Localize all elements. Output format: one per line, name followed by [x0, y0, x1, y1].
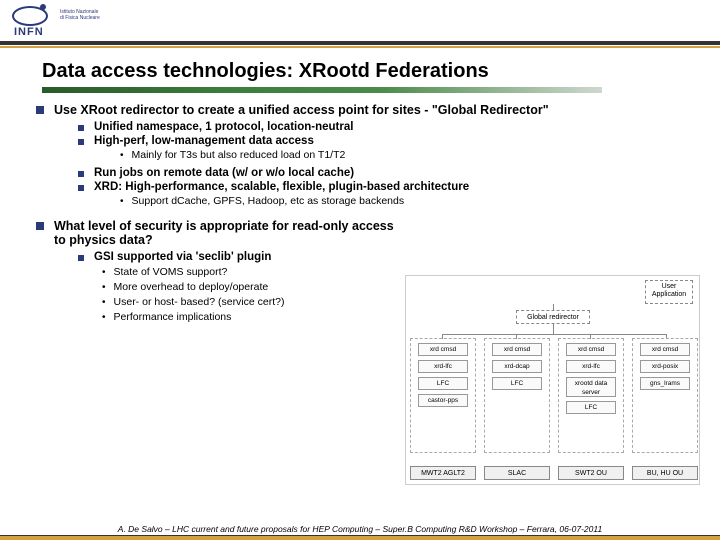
- square-bullet-icon: [36, 106, 44, 114]
- diagram-site-column: xrd cmsd xrd-posix gns_lrams: [632, 338, 698, 453]
- diagram-region-label: BU, HU OU: [632, 466, 698, 480]
- dot-bullet-icon: •: [102, 311, 106, 325]
- diagram-site-box: gns_lrams: [640, 377, 690, 390]
- diagram-site-box: castor-pps: [418, 394, 468, 407]
- dot-bullet-icon: •: [102, 266, 106, 280]
- dot-bullet-icon: •: [102, 296, 106, 310]
- bullet-1-sub2-1: XRD: High-performance, scalable, flexibl…: [94, 181, 469, 193]
- diagram-site-box: xrd-posix: [640, 360, 690, 373]
- dot-bullet-icon: •: [102, 281, 106, 295]
- square-bullet-icon: [78, 171, 84, 177]
- square-bullet-icon: [78, 185, 84, 191]
- bullet-2-sub-0: GSI supported via 'seclib' plugin: [94, 251, 271, 263]
- diagram-site-column: xrd cmsd xrd-lfc LFC castor-pps: [410, 338, 476, 453]
- dot-bullet-icon: •: [120, 149, 124, 163]
- diagram-site-box: xrd-dcap: [492, 360, 542, 373]
- diagram-region-label: SLAC: [484, 466, 550, 480]
- diagram-region-label: MWT2 AGLT2: [410, 466, 476, 480]
- diagram-site-box: LFC: [418, 377, 468, 390]
- diagram-site-box: LFC: [492, 377, 542, 390]
- bullet-2-note-0: State of VOMS support?: [114, 266, 228, 278]
- bullet-2-note-1: More overhead to deploy/operate: [114, 281, 269, 293]
- square-bullet-icon: [78, 139, 84, 145]
- diagram-site-box: xrd cmsd: [640, 343, 690, 356]
- bullet-1: Use XRoot redirector to create a unified…: [36, 103, 700, 209]
- square-bullet-icon: [78, 125, 84, 131]
- header: INFN Istituto Nazionale di Fisica Nuclea…: [0, 0, 720, 48]
- diagram-site-box: LFC: [566, 401, 616, 414]
- diagram-site-box: xrootd data server: [566, 377, 616, 397]
- diagram-site-box: xrd cmsd: [418, 343, 468, 356]
- logo-text: INFN: [14, 26, 44, 38]
- bullet-2-text: What level of security is appropriate fo…: [54, 219, 394, 247]
- square-bullet-icon: [36, 222, 44, 230]
- diagram-global-redirector: Global redirector: [516, 310, 590, 324]
- bullet-1-sub-1: High-perf, low-management data access: [94, 135, 314, 147]
- footer-text: A. De Salvo – LHC current and future pro…: [0, 524, 720, 534]
- bullet-2-note-3: Performance implications: [114, 311, 232, 323]
- diagram-site-column: xrd cmsd xrd-lfc xrootd data server LFC: [558, 338, 624, 453]
- diagram-site-column: xrd cmsd xrd-dcap LFC: [484, 338, 550, 453]
- bullet-1-note-0: Mainly for T3s but also reduced load on …: [132, 149, 346, 161]
- slide-title: Data access technologies: XRootd Federat…: [42, 60, 720, 83]
- bullet-1-sub-0: Unified namespace, 1 protocol, location-…: [94, 121, 353, 133]
- diagram-site-box: xrd cmsd: [566, 343, 616, 356]
- dot-bullet-icon: •: [120, 195, 124, 209]
- bullet-2-note-2: User- or host- based? (service cert?): [114, 296, 285, 308]
- diagram-region-label: SWT2 OU: [558, 466, 624, 480]
- bullet-1-text: Use XRoot redirector to create a unified…: [54, 103, 549, 117]
- architecture-diagram: User Application Global redirector xrd c…: [405, 275, 700, 485]
- diagram-site-box: xrd-lfc: [566, 360, 616, 373]
- diagram-site-box: xrd cmsd: [492, 343, 542, 356]
- diagram-site-box: xrd-lfc: [418, 360, 468, 373]
- footer: A. De Salvo – LHC current and future pro…: [0, 518, 720, 540]
- diagram-user-app: User Application: [645, 280, 693, 304]
- square-bullet-icon: [78, 255, 84, 261]
- infn-logo: INFN Istituto Nazionale di Fisica Nuclea…: [10, 4, 100, 42]
- bullet-1-note-1: Support dCache, GPFS, Hadoop, etc as sto…: [132, 195, 405, 207]
- logo-subtitle: Istituto Nazionale di Fisica Nucleare: [60, 10, 100, 21]
- bullet-1-sub2-0: Run jobs on remote data (w/ or w/o local…: [94, 167, 354, 179]
